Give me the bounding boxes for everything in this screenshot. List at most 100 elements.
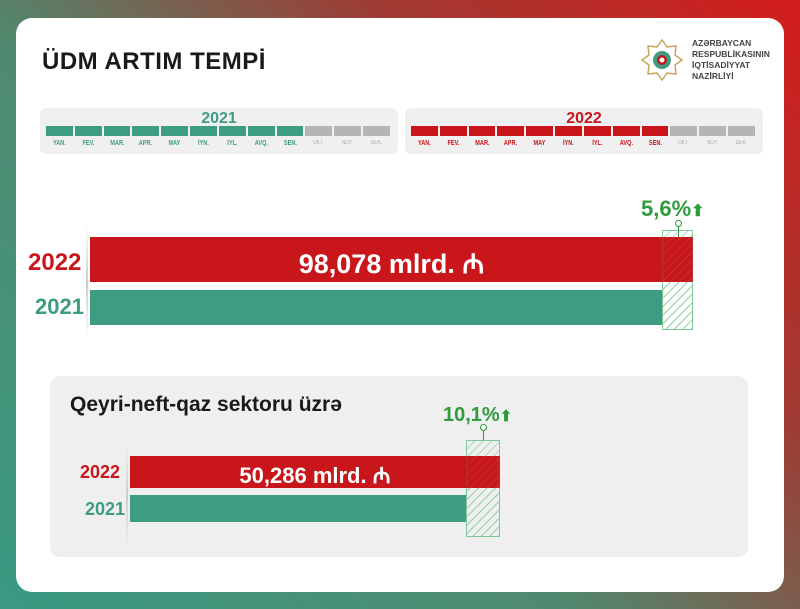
month-label: MAR. (109, 140, 125, 147)
month-bar (218, 126, 246, 136)
growth-pin (675, 220, 682, 237)
month-cell: SEN. (641, 126, 669, 147)
panel-year: 2022 (566, 110, 602, 127)
month-cell: İYN. (190, 126, 217, 147)
month-bar (641, 126, 669, 136)
month-bar (103, 126, 131, 136)
month-label: MAR. (474, 140, 490, 147)
month-bar (468, 126, 496, 136)
page-title: ÜDM ARTIM TEMPİ (42, 48, 266, 75)
months-panel-2021: 2021 YAN. FEV. MAR. APR. MAY İYN. İYL. AVQ. SEN.… (40, 108, 398, 154)
value-label: 98,078 mlrd. ₼ (298, 249, 485, 279)
month-label: APR. (139, 140, 153, 147)
month-cell: MAY (161, 126, 189, 147)
month-label: AVQ. (619, 140, 633, 147)
arrow-up-icon: ⬆ (499, 408, 513, 425)
month-label: İYL. (227, 140, 238, 147)
month-label: NOY. (707, 140, 719, 146)
sector-bar-2022-growth (466, 456, 500, 488)
manat-icon: ₼ (372, 463, 391, 488)
bar-2022 (90, 237, 693, 282)
emblem-icon (640, 38, 684, 82)
month-bar (583, 126, 611, 136)
logo-line: RESPUBLİKASININ (692, 49, 770, 59)
logo-line: AZƏRBAYCAN (692, 38, 752, 48)
month-bar (411, 126, 438, 136)
month-cell: APR. (132, 126, 160, 147)
month-label: OKT. (313, 140, 325, 146)
bar-2022-growth (662, 237, 693, 282)
month-bar (497, 126, 525, 136)
logo-line: NAZİRLİYİ (692, 71, 734, 81)
month-cell: YAN. (46, 126, 73, 147)
growth-percent: 5,6%⬆ (641, 196, 705, 221)
month-label: DEK. (370, 140, 383, 146)
sector-bar-2021 (130, 495, 466, 522)
month-bar (276, 126, 304, 136)
sector-value-label: 50,286 mlrd. ₼ (239, 463, 391, 488)
month-cell: SEN. (276, 126, 304, 147)
month-bar (363, 126, 390, 136)
month-bar (555, 126, 582, 136)
month-cell: AVQ. (612, 126, 640, 147)
month-bar (305, 126, 333, 136)
months-panel-2022: 2022 YAN. FEV. MAR. APR. MAY İYN. İYL. AVQ. SEN.… (405, 108, 763, 154)
month-bar (699, 126, 727, 136)
sector-growth-percent: 10,1%⬆ (443, 404, 513, 426)
sector-bar-2022 (130, 456, 500, 488)
growth-pin (480, 424, 487, 440)
month-cell: OKT. (670, 126, 698, 147)
month-bar (670, 126, 698, 136)
year-label-2021: 2021 (35, 294, 84, 319)
month-bar (46, 126, 73, 136)
bar-2021 (90, 290, 662, 325)
month-label: MAY (533, 140, 546, 147)
month-cell: OKT. (305, 126, 333, 147)
month-label: İYN. (563, 140, 574, 147)
month-cell: YAN. (411, 126, 438, 147)
month-bar (247, 126, 275, 136)
month-bar (612, 126, 640, 136)
month-bar (439, 126, 467, 136)
year-label-2022: 2022 (28, 249, 82, 276)
month-cell: DEK. (363, 126, 390, 147)
month-label: AVQ. (254, 140, 268, 147)
month-cell: MAR. (468, 126, 496, 147)
month-label: MAY (168, 140, 181, 147)
month-cell: İYN. (555, 126, 582, 147)
month-cell: NOY. (334, 126, 362, 147)
month-label: OKT. (678, 140, 690, 146)
month-bar (334, 126, 362, 136)
month-label: İYL. (592, 140, 603, 147)
sector-title: Qeyri-neft-qaz sektoru üzrə (70, 393, 342, 416)
month-label: SEN. (648, 140, 662, 147)
month-cell: FEV. (439, 126, 467, 147)
month-label: SEN. (283, 140, 297, 147)
month-label: FEV. (82, 140, 95, 147)
year-label-2022: 2022 (80, 462, 121, 482)
month-label: YAN. (52, 140, 66, 147)
ministry-logo: AZƏRBAYCAN RESPUBLİKASININ İQTİSADİYYAT … (640, 38, 770, 82)
month-bar (190, 126, 217, 136)
month-cell: AVQ. (247, 126, 275, 147)
axis-line (86, 225, 88, 340)
month-label: APR. (504, 140, 518, 147)
arrow-up-icon: ⬆ (691, 203, 705, 220)
month-label: DEK. (735, 140, 748, 146)
month-bar (132, 126, 160, 136)
month-bar (161, 126, 189, 136)
month-cell: MAY (526, 126, 554, 147)
month-cell: MAR. (103, 126, 131, 147)
year-label-2021: 2021 (85, 499, 126, 519)
month-cell: DEK. (728, 126, 755, 147)
month-cell: İYL. (218, 126, 246, 147)
month-cell: FEV. (74, 126, 102, 147)
month-cell: NOY. (699, 126, 727, 147)
month-label: YAN. (417, 140, 431, 147)
month-label: İYN. (198, 140, 209, 147)
month-cell: APR. (497, 126, 525, 147)
month-label: FEV. (447, 140, 460, 147)
month-cell: İYL. (583, 126, 611, 147)
month-bar (74, 126, 102, 136)
panel-year: 2021 (201, 110, 237, 127)
